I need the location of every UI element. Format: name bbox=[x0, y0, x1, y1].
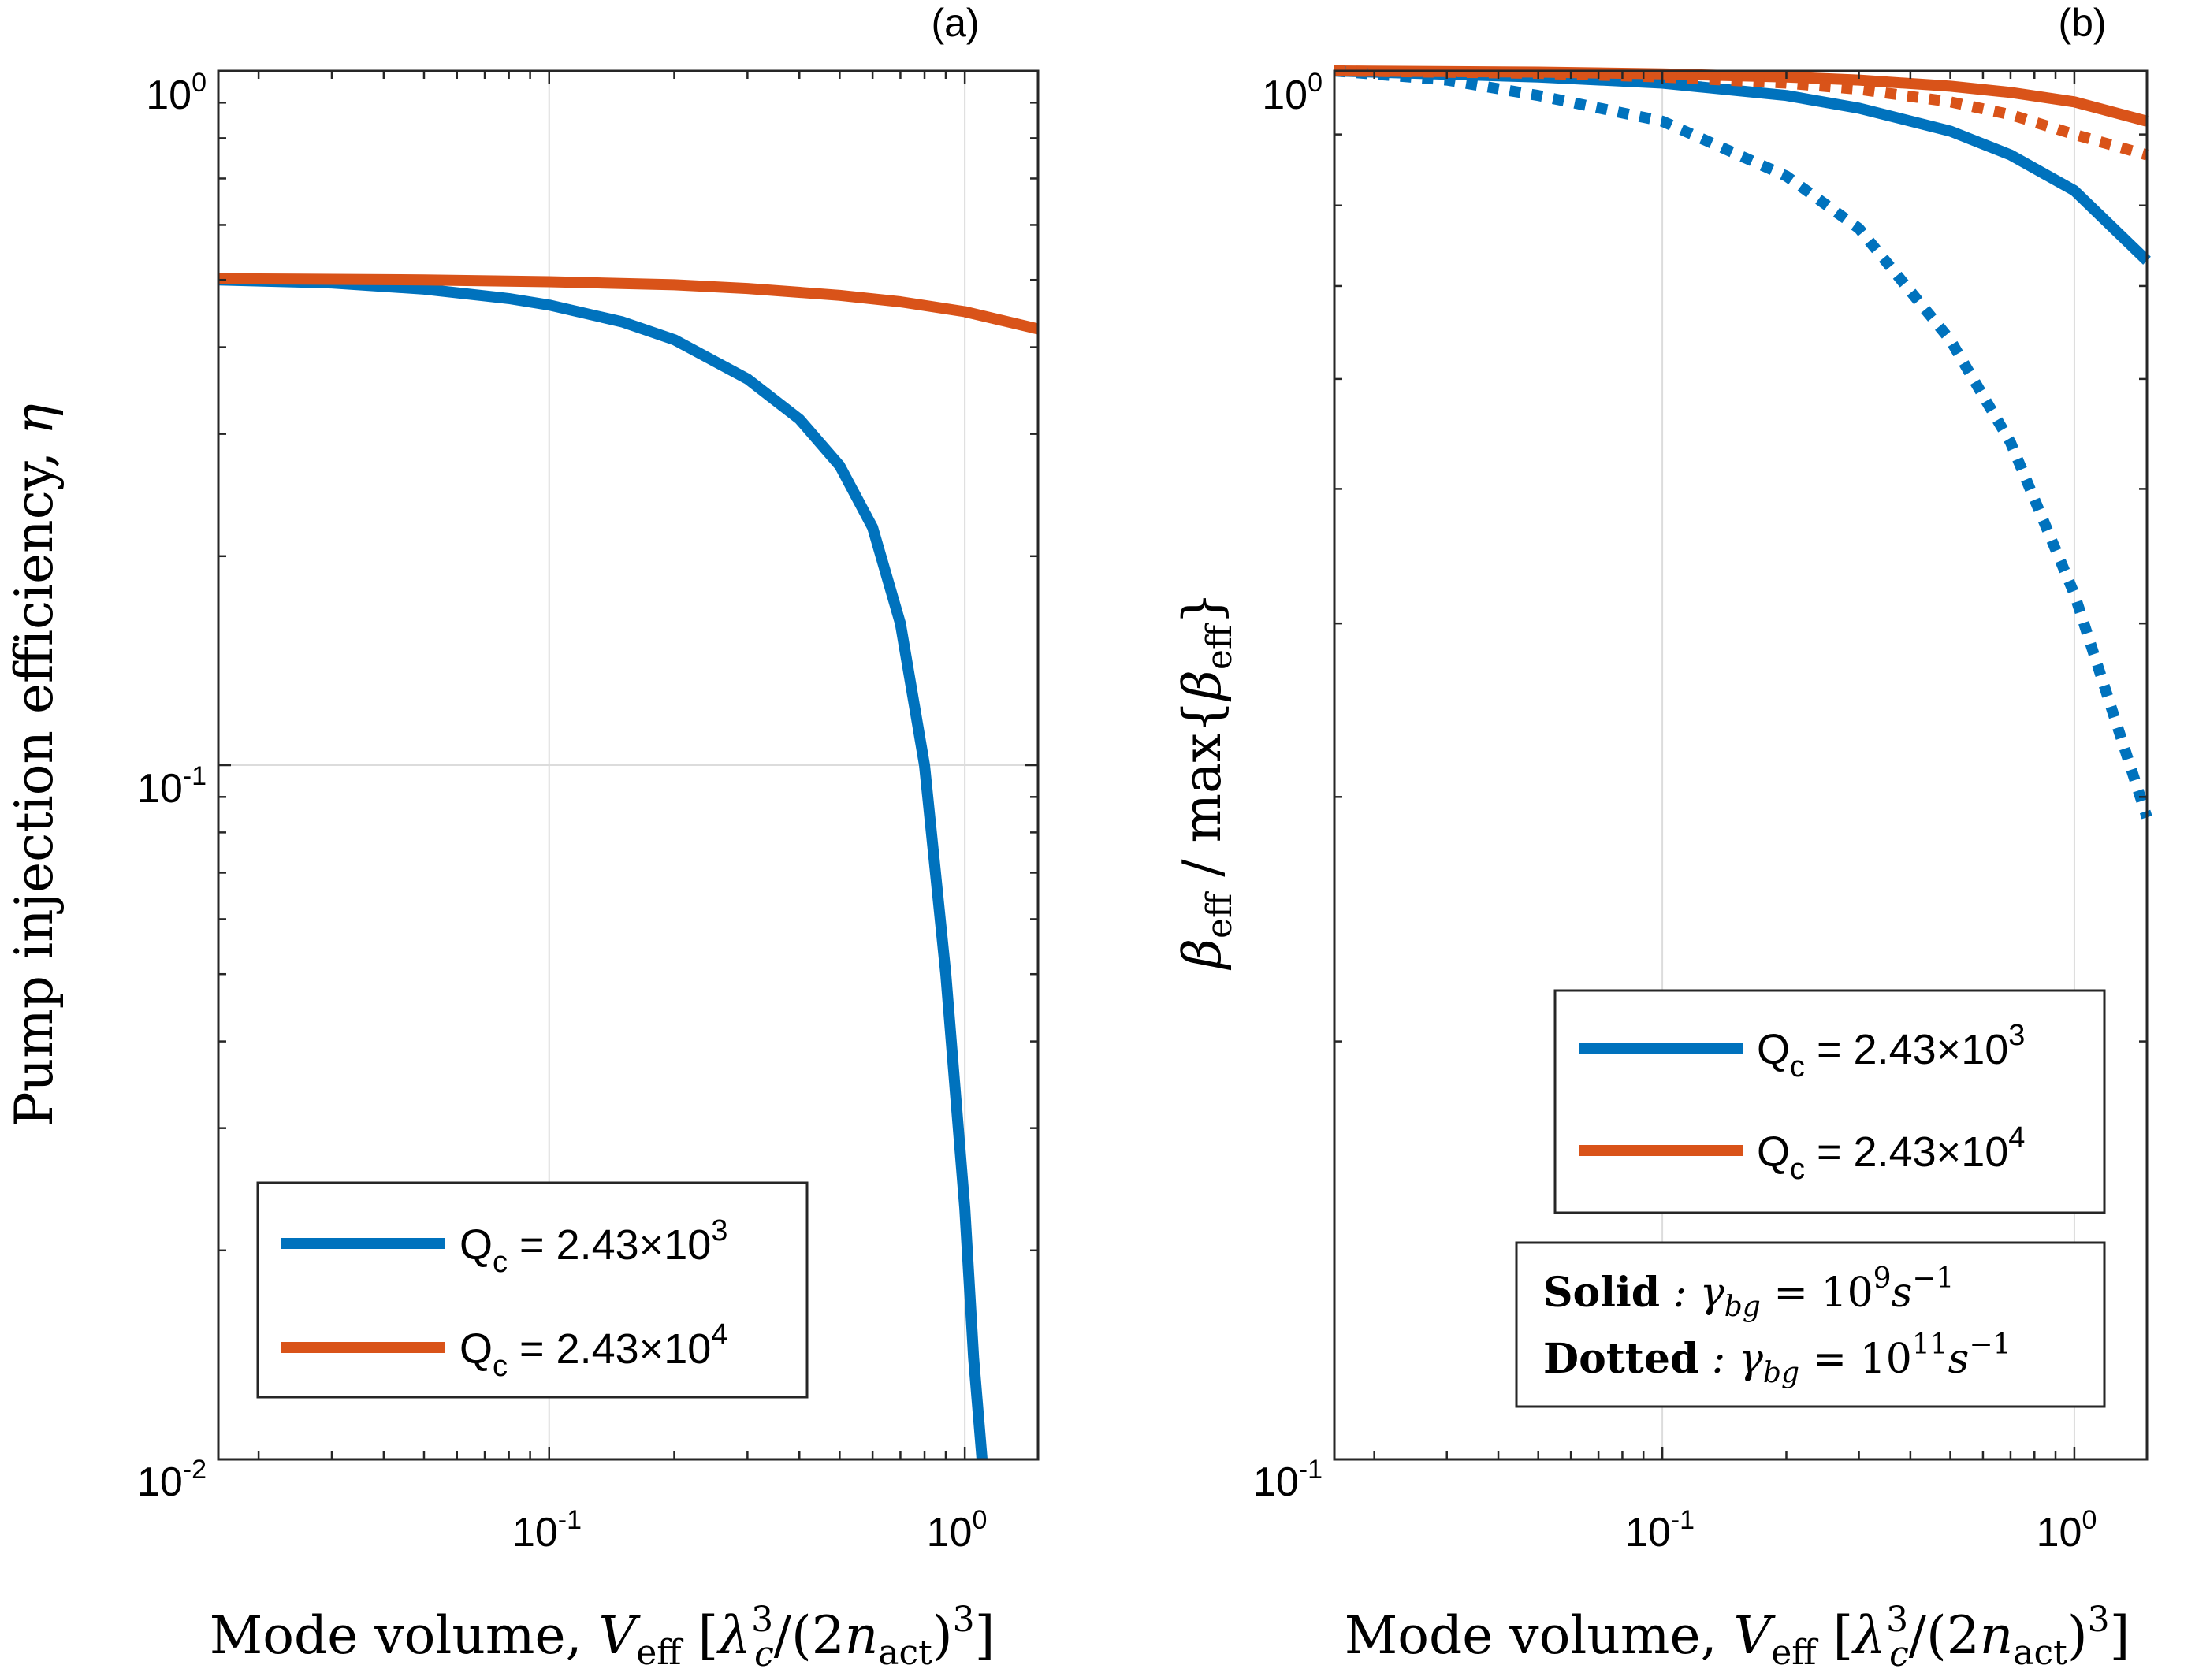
panel-b-legend-box bbox=[1553, 989, 2106, 1214]
panel-a-ytick-label-2: 10-2 bbox=[137, 1455, 206, 1505]
panel-a-legend: Qc = 2.43×103 Qc = 2.43×104 bbox=[256, 1181, 809, 1399]
panel-b: (b) 100 10-1 10-1 100 Mode volume, Veff … bbox=[1172, 1, 2152, 1674]
panel-b-grid bbox=[1661, 71, 2075, 1459]
panel-b-ytick-label-1: 10-1 bbox=[1253, 1455, 1323, 1505]
panel-a-legend-label-0: Qc = 2.43×103 bbox=[459, 1214, 727, 1279]
panel-b-ylabel: βeff / max{βeff} bbox=[1172, 592, 1240, 971]
panel-a-series-1-solid bbox=[218, 273, 1040, 335]
annotation-solid-line: Solid : γbg = 109s−1 bbox=[1543, 1262, 1954, 1323]
panel-b-series bbox=[1334, 65, 2152, 820]
panel-a-xtick-label-0: 10-1 bbox=[512, 1505, 582, 1555]
panel-a-ytick-label-0: 100 bbox=[146, 68, 206, 118]
panel-a-xtick-label-1: 100 bbox=[927, 1505, 988, 1555]
panel-a: (a) 100 10-1 10-2 10-1 100 Mode volume, … bbox=[4, 1, 1040, 1674]
panel-b-legend-label-1: Qc = 2.43×104 bbox=[1757, 1121, 2025, 1186]
panel-a-legend-label-1: Qc = 2.43×104 bbox=[459, 1318, 727, 1383]
panel-b-series-3-dotted bbox=[1334, 65, 2149, 161]
panel-a-ylabel: Pump injection efficiency, η bbox=[4, 403, 65, 1126]
panel-b-legend: Qc = 2.43×103 Qc = 2.43×104 bbox=[1553, 989, 2106, 1214]
panel-b-label: (b) bbox=[2058, 1, 2106, 45]
annotation-dotted-line: Dotted : γbg = 1011s−1 bbox=[1543, 1329, 2011, 1389]
panel-b-xtick-label-0: 10-1 bbox=[1625, 1505, 1695, 1555]
panel-a-ytick-label-1: 10-1 bbox=[137, 761, 206, 812]
panel-a-label: (a) bbox=[931, 1, 979, 45]
panel-a-legend-box bbox=[256, 1181, 809, 1399]
panel-b-legend-label-0: Qc = 2.43×103 bbox=[1757, 1019, 2025, 1083]
panel-b-xlabel: Mode volume, Veff [λ3 c/(2nact)3] bbox=[1345, 1600, 2130, 1674]
panel-b-minor-ticks bbox=[1334, 69, 2147, 1461]
panel-b-xtick-label-1: 100 bbox=[2037, 1505, 2097, 1555]
panel-b-annotation: Solid : γbg = 109s−1 Dotted : γbg = 1011… bbox=[1515, 1241, 2106, 1408]
panel-b-axes-box bbox=[1333, 69, 2149, 1461]
panel-a-series bbox=[218, 273, 1040, 1460]
panel-a-xlabel: Mode volume, Veff [λ3 c/(2nact)3] bbox=[210, 1600, 995, 1674]
panel-b-series-2-dotted bbox=[1334, 65, 2152, 820]
panel-a-minor-ticks bbox=[218, 69, 1038, 1461]
panel-b-ytick-label-0: 100 bbox=[1262, 68, 1323, 118]
panel-b-annotation-box bbox=[1515, 1241, 2106, 1408]
panel-a-series-0-solid bbox=[218, 274, 988, 1460]
